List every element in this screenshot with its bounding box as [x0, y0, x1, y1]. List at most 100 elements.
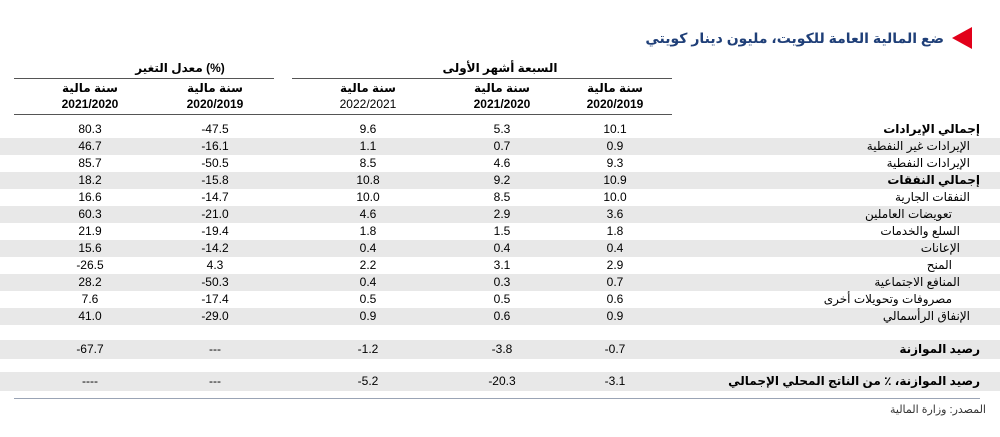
- table-cell: 15.6: [78, 241, 102, 255]
- table-cell: -17.4: [201, 292, 229, 306]
- group-underline-change: [14, 78, 274, 79]
- table-row: 21.9 -19.4 1.8 1.5 1.8 السلع والخدمات: [0, 223, 1000, 240]
- table-cell: -50.3: [201, 275, 229, 289]
- col-header-3: سنة مالية 2022/2021: [339, 81, 397, 111]
- table-cell: 60.3: [78, 207, 102, 221]
- table-cell: 1.1: [359, 139, 377, 153]
- table-cell: -15.8: [201, 173, 229, 187]
- table-cell: 0.9: [606, 309, 624, 323]
- table-cell: 3.1: [493, 258, 511, 272]
- table-cell: -26.5: [76, 258, 104, 272]
- table-cell: 2.9: [606, 258, 624, 272]
- table-cell: ---: [209, 342, 221, 356]
- table-cell: 18.2: [78, 173, 102, 187]
- table-cell: 0.6: [606, 292, 624, 306]
- row-label: المنافع الاجتماعية: [874, 275, 960, 289]
- table-cell: 4.6: [359, 207, 377, 221]
- table-cell: 28.2: [78, 275, 102, 289]
- row-label: المنح: [926, 258, 952, 272]
- table-cell: 0.4: [606, 241, 624, 255]
- table-cell: 4.3: [206, 258, 224, 272]
- table-cell: 0.3: [493, 275, 511, 289]
- table-cell: 46.7: [78, 139, 102, 153]
- table-cell: 8.5: [493, 190, 511, 204]
- row-label: رصيد الموازنة، ٪ من الناتج المحلي الإجما…: [728, 374, 980, 388]
- table-cell: -29.0: [201, 309, 229, 323]
- table-cell: 0.7: [606, 275, 624, 289]
- row-label: السلع والخدمات: [880, 224, 960, 238]
- table-cell: -67.7: [76, 342, 104, 356]
- table-cell: 1.8: [606, 224, 624, 238]
- row-label: الإعانات: [920, 241, 960, 255]
- table-cell: 41.0: [78, 309, 102, 323]
- table-cell: -20.3: [488, 374, 516, 388]
- table-title-block: ضع المالية العامة للكويت، مليون دينار كو…: [645, 27, 972, 49]
- row-label: النفقات الجارية: [895, 190, 970, 204]
- table-row: 16.6 -14.7 10.0 8.5 10.0 النفقات الجارية: [0, 189, 1000, 206]
- table-bottom-rule: [14, 398, 980, 399]
- row-label: إجمالي النفقات: [887, 173, 980, 187]
- table-row: -67.7 --- -1.2 -3.8 -0.7 رصيد الموازنة: [0, 340, 1000, 359]
- table-row: 46.7 -16.1 1.1 0.7 0.9 الإيرادات غير النفطية: [0, 138, 1000, 155]
- table-cell: 0.9: [359, 309, 377, 323]
- table-cell: -19.4: [201, 224, 229, 238]
- table-cell: 0.7: [493, 139, 511, 153]
- table-cell: 4.6: [493, 156, 511, 170]
- row-label: الإيرادات غير النفطية: [866, 139, 970, 153]
- table-cell: -21.0: [201, 207, 229, 221]
- table-cell: ----: [82, 374, 98, 388]
- table-row: 15.6 -14.2 0.4 0.4 0.4 الإعانات: [0, 240, 1000, 257]
- table-cell: 0.4: [359, 275, 377, 289]
- group-underline-seven-months: [292, 78, 672, 79]
- table-cell: 9.3: [606, 156, 624, 170]
- table-cell: 2.9: [493, 207, 511, 221]
- table-cell: 10.0: [603, 190, 627, 204]
- table-cell: 0.5: [359, 292, 377, 306]
- table-cell: -1.2: [357, 342, 379, 356]
- table-row: 80.3 -47.5 9.6 5.3 10.1 إجمالي الإيرادات: [0, 121, 1000, 138]
- col-header-2: سنة مالية 2020/2019: [186, 81, 244, 111]
- table-cell: 0.5: [493, 292, 511, 306]
- table-cell: -0.7: [604, 342, 626, 356]
- row-label: تعويضات العاملين: [865, 207, 952, 221]
- table-cell: 16.6: [78, 190, 102, 204]
- table-cell: 10.1: [603, 122, 627, 136]
- table-cell: 85.7: [78, 156, 102, 170]
- source-note: المصدر: وزارة المالية: [889, 404, 986, 416]
- table-cell: -3.1: [604, 374, 626, 388]
- table-cell: -50.5: [201, 156, 229, 170]
- row-label: الإيرادات النفطية: [886, 156, 970, 170]
- table-cell: 9.2: [493, 173, 511, 187]
- table-cell: 21.9: [78, 224, 102, 238]
- table-row: 18.2 -15.8 10.8 9.2 10.9 إجمالي النفقات: [0, 172, 1000, 189]
- row-label: الإنفاق الرأسمالي: [882, 309, 970, 323]
- table-cell: -3.8: [491, 342, 513, 356]
- table-cell: 10.9: [603, 173, 627, 187]
- red-triangle-icon: [952, 27, 972, 49]
- row-label: مصروفات وتحويلات أخرى: [823, 292, 952, 306]
- col-header-5: سنة مالية 2020/2019: [586, 81, 644, 111]
- table-cell: -14.2: [201, 241, 229, 255]
- table-cell: 0.4: [359, 241, 377, 255]
- table-row: 41.0 -29.0 0.9 0.6 0.9 الإنفاق الرأسمالي: [0, 308, 1000, 325]
- row-label: إجمالي الإيرادات: [883, 122, 980, 136]
- table-row: ---- --- -5.2 -20.3 -3.1 رصيد الموازنة، ٪ من …: [0, 372, 1000, 391]
- table-cell: 10.0: [356, 190, 380, 204]
- table-cell: 0.9: [606, 139, 624, 153]
- col-header-4: سنة مالية 2021/2020: [473, 81, 531, 111]
- table-cell: 10.8: [356, 173, 380, 187]
- table-cell: 2.2: [359, 258, 377, 272]
- table-title: ضع المالية العامة للكويت، مليون دينار كو…: [645, 29, 944, 46]
- table-row: -26.5 4.3 2.2 3.1 2.9 المنح: [0, 257, 1000, 274]
- table-cell: 0.6: [493, 309, 511, 323]
- table-cell: -16.1: [201, 139, 229, 153]
- header-bottom-rule: [14, 114, 672, 115]
- group-header-change: معدل التغير (%): [135, 61, 225, 75]
- table-cell: 9.6: [359, 122, 377, 136]
- table-cell: 5.3: [493, 122, 511, 136]
- table-cell: 0.4: [493, 241, 511, 255]
- table-row: 85.7 -50.5 8.5 4.6 9.3 الإيرادات النفطية: [0, 155, 1000, 172]
- table-cell: 7.6: [81, 292, 99, 306]
- table-cell: 8.5: [359, 156, 377, 170]
- table-row: 60.3 -21.0 4.6 2.9 3.6 تعويضات العاملين: [0, 206, 1000, 223]
